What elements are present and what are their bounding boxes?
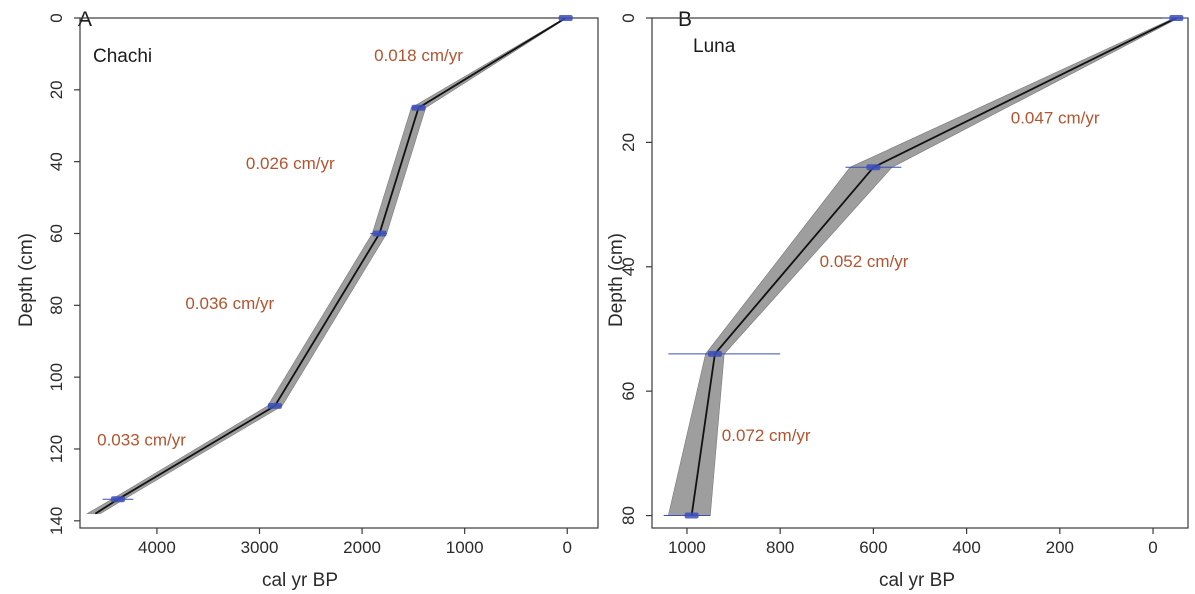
panel-letter-a: A (78, 8, 92, 31)
y-tick-label: 80 (47, 296, 66, 315)
y-tick-label: 120 (47, 435, 66, 463)
date-marker (372, 230, 387, 237)
y-tick-label: 40 (619, 257, 638, 276)
axes-frame (651, 17, 1189, 529)
x-tick-label: 800 (766, 538, 794, 557)
rate-label: 0.036 cm/yr (185, 294, 274, 313)
rate-label: 0.033 cm/yr (97, 430, 186, 449)
x-tick-label: 400 (952, 538, 980, 557)
y-axis-title-a: Depth (cm) (16, 233, 37, 327)
panel-b: B Luna cal yr BP Depth (cm) 0 20 40 60 80 100… (606, 8, 1189, 591)
date-marker (558, 15, 573, 21)
x-tick-label: 4000 (138, 538, 176, 557)
x-tick-label: 200 (1046, 538, 1074, 557)
x-axis-title-b: cal yr BP (879, 570, 955, 591)
rate-label: 0.026 cm/yr (246, 154, 335, 173)
x-tick-label: 1000 (668, 538, 706, 557)
y-tick-label: 80 (619, 506, 638, 525)
plot-area-a: 0 20 40 60 80 100 120 140 4000 3000 2000 1000 0 0.018… (47, 13, 599, 557)
site-name-luna: Luna (693, 36, 736, 57)
rate-label: 0.052 cm/yr (820, 252, 909, 271)
x-axis-title-a: cal yr BP (262, 570, 338, 591)
y-tick-label: 20 (619, 133, 638, 152)
x-tick-label: 3000 (241, 538, 279, 557)
y-tick-label: 40 (47, 152, 66, 171)
y-axis-title-b: Depth (cm) (606, 233, 627, 327)
plot-area-b: 0 20 40 60 80 1000 800 600 400 200 0 0.047 cm/yr 0.0… (619, 13, 1189, 557)
x-tick-label: 2000 (343, 538, 381, 557)
y-tick-label: 0 (619, 13, 638, 22)
age-depth-line (690, 17, 1177, 516)
date-marker (411, 104, 426, 111)
rate-label: 0.072 cm/yr (722, 426, 811, 445)
y-tick-label: 140 (47, 507, 66, 535)
date-marker (1169, 15, 1184, 21)
date-marker (110, 496, 125, 503)
date-marker (866, 164, 881, 171)
x-tick-label: 600 (859, 538, 887, 557)
y-tick-label: 20 (47, 80, 66, 99)
y-tick-label: 60 (619, 382, 638, 401)
y-tick-label: 0 (47, 13, 66, 22)
date-marker (707, 350, 722, 357)
y-tick-label: 60 (47, 224, 66, 243)
rate-label: 0.047 cm/yr (1011, 109, 1100, 128)
x-tick-label: 1000 (446, 538, 484, 557)
panel-a: A Chachi cal yr BP Depth (cm) 0 20 40 60 80 1… (16, 8, 599, 591)
date-marker (684, 512, 699, 519)
uncertainty-band (667, 17, 1179, 516)
date-marker (267, 402, 282, 409)
y-tick-label: 100 (47, 363, 66, 391)
panel-letter-b: B (678, 8, 692, 31)
site-name-chachi: Chachi (93, 46, 152, 67)
rate-label: 0.018 cm/yr (374, 46, 463, 65)
axes-frame (79, 17, 599, 529)
x-tick-label: 0 (562, 538, 571, 557)
x-tick-label: 0 (1148, 538, 1157, 557)
